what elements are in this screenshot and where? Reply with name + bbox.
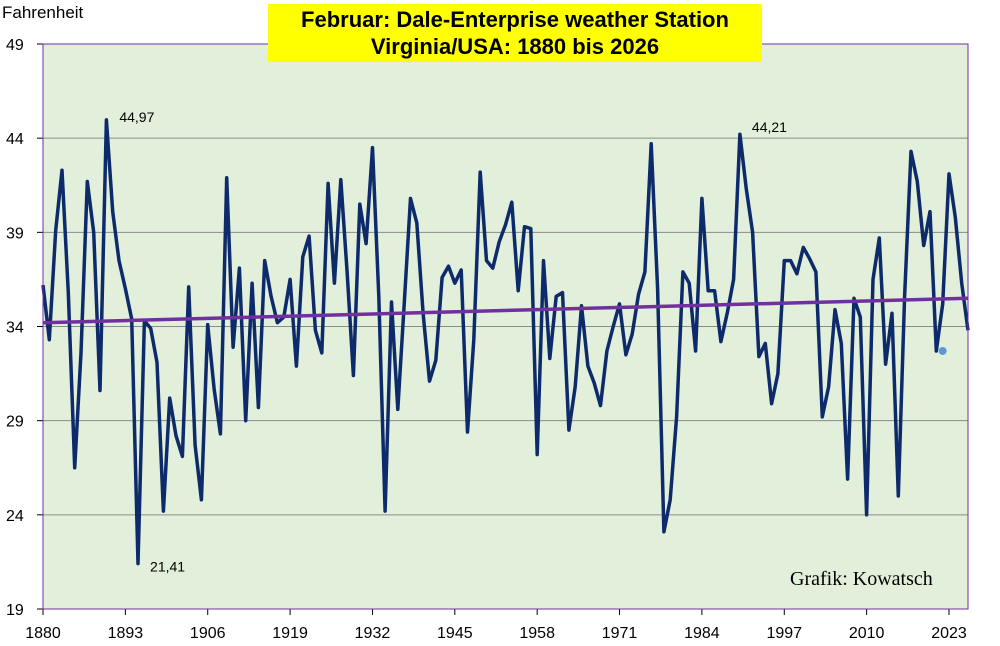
y-tick-label-49: 49 [6, 37, 24, 54]
x-tick-label-1984: 1984 [684, 625, 720, 642]
y-axis-unit-label: Fahrenheit [2, 3, 84, 22]
x-tick-label-1893: 1893 [108, 625, 144, 642]
x-tick-label-1971: 1971 [602, 625, 638, 642]
x-tick-label-1880: 1880 [25, 625, 61, 642]
chart-title: Februar: Dale-Enterprise weather Station… [268, 4, 762, 62]
x-tick-label-1932: 1932 [355, 625, 391, 642]
x-axis-ticks: 1880 1893 1906 1919 1932 1945 1958 1971 1984 1997… [25, 608, 968, 642]
y-axis-ticks: 19 24 29 34 39 44 49 [6, 37, 43, 619]
y-tick-label-44: 44 [6, 131, 24, 148]
data-label-44-97: 44,97 [119, 109, 154, 125]
chart-title-line-2: Virginia/USA: 1880 bis 2026 [370, 34, 660, 59]
x-tick-label-1958: 1958 [519, 625, 555, 642]
data-labels: 44,97 21,41 44,21 [119, 109, 787, 575]
y-tick-label-39: 39 [6, 225, 24, 242]
x-tick-label-1997: 1997 [766, 625, 802, 642]
trend-line [42, 296, 969, 325]
x-tick-label-1906: 1906 [190, 625, 226, 642]
data-point-2022 [938, 346, 947, 355]
data-label-21-41: 21,41 [150, 559, 185, 575]
series-line-february-temperature [41, 118, 970, 566]
x-tick-label-1945: 1945 [437, 625, 473, 642]
x-tick-label-2010: 2010 [849, 625, 885, 642]
y-tick-label-34: 34 [6, 320, 24, 337]
chart-title-line-1: Februar: Dale-Enterprise weather Station [301, 7, 729, 32]
data-label-44-21: 44,21 [752, 119, 787, 135]
y-tick-label-24: 24 [6, 508, 24, 525]
y-tick-label-29: 29 [6, 414, 24, 431]
x-tick-label-1919: 1919 [272, 625, 308, 642]
y-tick-label-19: 19 [6, 602, 24, 619]
x-tick-label-2023: 2023 [931, 625, 967, 642]
chart-credit: Grafik: Kowatsch [790, 568, 933, 590]
